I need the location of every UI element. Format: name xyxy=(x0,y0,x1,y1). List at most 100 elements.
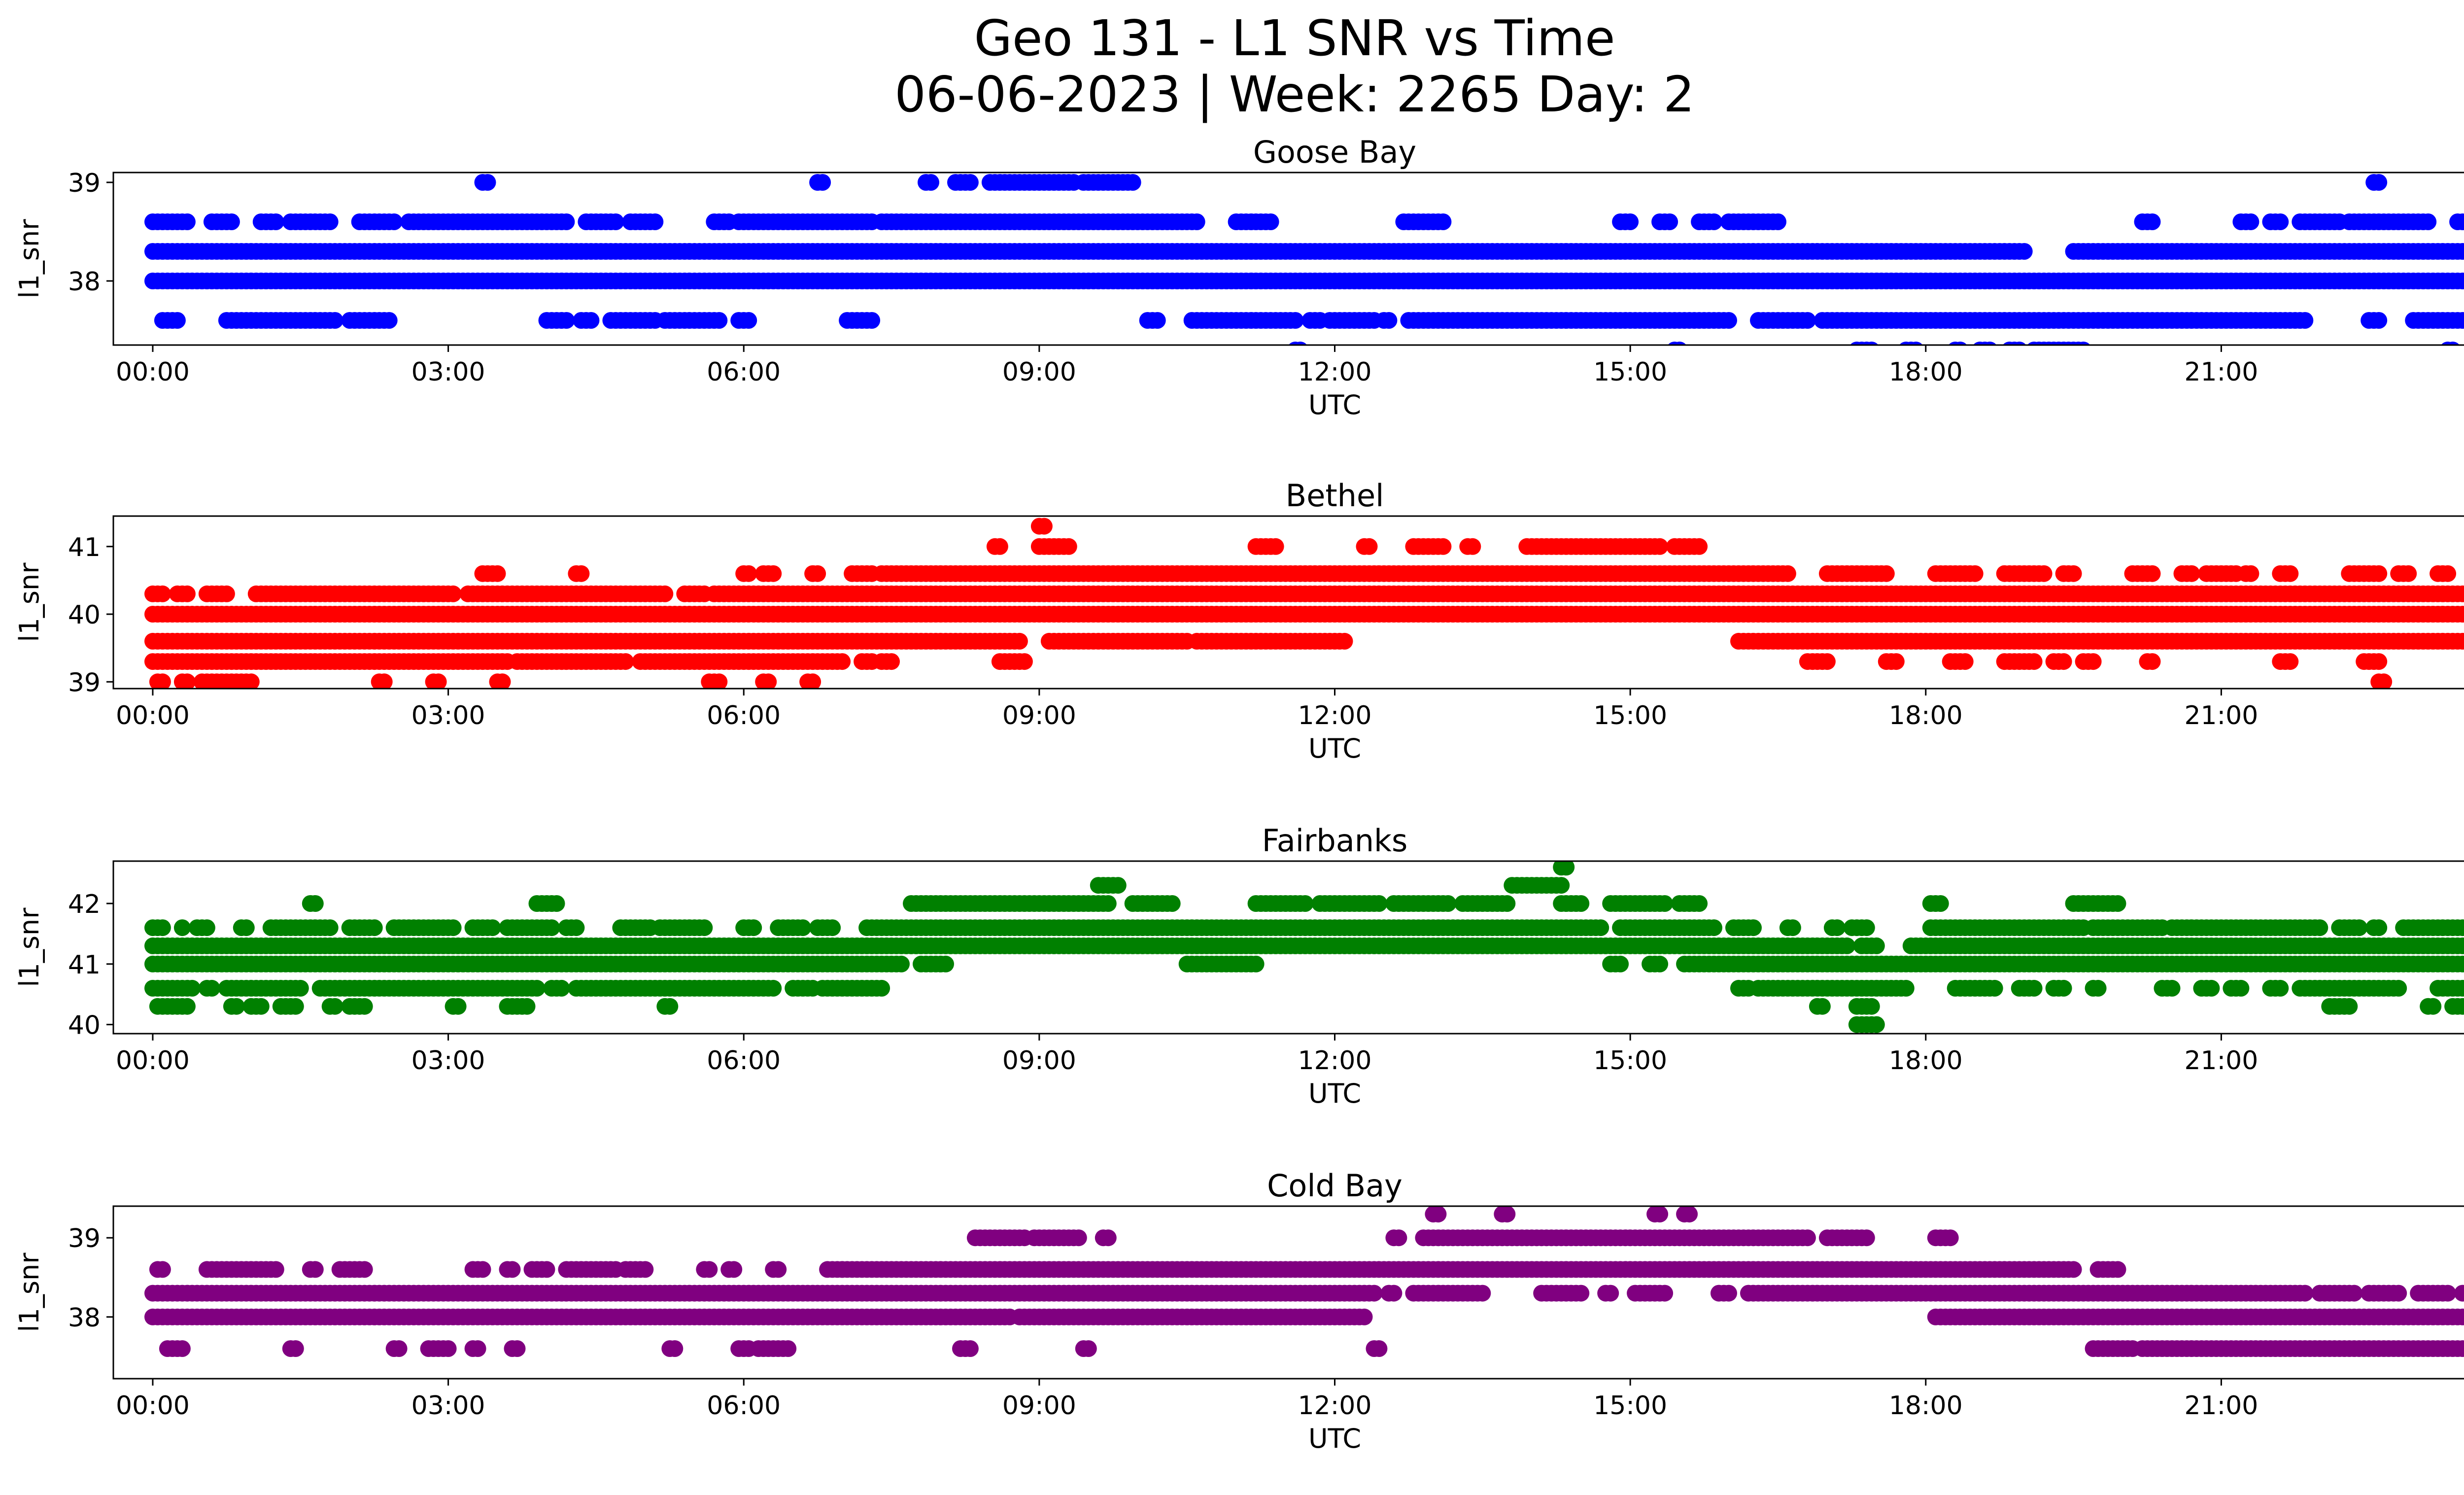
data-point xyxy=(553,979,570,997)
data-point xyxy=(1035,518,1053,535)
data-point xyxy=(2459,938,2464,954)
data-point xyxy=(2459,586,2464,602)
data-point xyxy=(1016,653,1033,670)
panel-title: Bethel xyxy=(1286,478,1384,514)
data-point xyxy=(607,213,624,230)
data-point xyxy=(223,213,240,230)
data-point xyxy=(834,653,851,670)
data-point xyxy=(2370,653,2388,670)
data-point xyxy=(2272,213,2289,230)
data-point xyxy=(804,673,821,689)
data-point xyxy=(2459,243,2464,259)
data-point xyxy=(2459,606,2464,622)
data-point xyxy=(2296,312,2314,329)
data-point xyxy=(740,565,757,582)
data-point xyxy=(1953,342,1967,345)
data-point xyxy=(203,979,220,997)
data-point xyxy=(1267,538,1284,555)
data-point xyxy=(2459,633,2464,649)
data-point xyxy=(1966,565,1984,582)
x-axis-label: UTC xyxy=(1308,389,1361,420)
data-point xyxy=(1661,213,1678,230)
data-point xyxy=(2400,565,2417,582)
data-point xyxy=(1868,937,1885,954)
data-point xyxy=(2459,956,2464,972)
y-tick-label: 39 xyxy=(68,668,101,697)
snr-level-series xyxy=(474,565,2457,582)
data-point xyxy=(2311,919,2328,937)
data-point xyxy=(178,585,196,602)
snr-level-series xyxy=(144,919,2464,937)
data-point xyxy=(2459,214,2464,230)
panel-title: Goose Bay xyxy=(1253,134,1416,170)
snr-level-series xyxy=(144,937,2464,954)
data-point xyxy=(2370,312,2388,329)
data-point xyxy=(380,312,398,329)
x-axis-label: UTC xyxy=(1308,733,1361,764)
data-point xyxy=(154,585,171,602)
snr-level-series xyxy=(986,538,1708,555)
data-point xyxy=(1435,213,1452,230)
data-point xyxy=(2446,342,2460,345)
data-point xyxy=(2076,342,2090,345)
data-point xyxy=(617,653,634,670)
x-tick-label: 18:00 xyxy=(1889,701,1963,730)
data-point xyxy=(991,538,1008,555)
data-point xyxy=(198,919,215,937)
data-point xyxy=(1622,213,1639,230)
snr-level-series xyxy=(144,979,2464,997)
data-point xyxy=(1887,653,1905,670)
data-point xyxy=(2232,979,2250,997)
data-point xyxy=(2370,919,2388,937)
data-point xyxy=(445,585,462,602)
data-point xyxy=(2085,653,2102,670)
data-point xyxy=(154,919,171,937)
snr-level-series xyxy=(144,585,2464,602)
data-point xyxy=(178,213,196,230)
data-point xyxy=(656,585,674,602)
y-axis-label: l1_snr xyxy=(14,219,45,299)
data-point xyxy=(558,312,575,329)
y-tick-label: 41 xyxy=(68,533,101,562)
data-point xyxy=(267,213,284,230)
y-tick-label: 39 xyxy=(68,169,101,198)
snr-level-series xyxy=(149,673,2393,689)
data-points xyxy=(144,174,2464,345)
data-point xyxy=(218,585,235,602)
data-point xyxy=(2144,565,2161,582)
data-point xyxy=(321,213,339,230)
snr-level-series xyxy=(154,312,2464,329)
x-tick-label: 15:00 xyxy=(1593,357,1667,387)
data-point xyxy=(2203,979,2220,997)
data-point xyxy=(2282,653,2299,670)
data-point xyxy=(824,919,841,937)
x-tick-label: 18:00 xyxy=(1889,357,1963,387)
data-point xyxy=(2025,979,2043,997)
x-tick-label: 03:00 xyxy=(411,701,485,730)
data-point xyxy=(794,919,812,937)
x-tick-label: 03:00 xyxy=(411,357,485,387)
figure-title-line-2: 06-06-2023 | Week: 2265 Day: 2 xyxy=(894,66,1694,123)
data-point xyxy=(1011,632,1028,650)
data-point xyxy=(1247,955,1265,973)
y-tick-label: 40 xyxy=(68,600,101,630)
snr-level-series xyxy=(144,273,2464,289)
data-point xyxy=(883,653,900,670)
x-tick-label: 09:00 xyxy=(1002,701,1076,730)
data-point xyxy=(1435,538,1452,555)
data-points xyxy=(144,861,2464,1033)
data-point xyxy=(2025,653,2043,670)
snr-level-series xyxy=(1288,342,2460,345)
data-point xyxy=(745,919,762,937)
data-point xyxy=(765,979,782,997)
data-point xyxy=(2370,565,2388,582)
x-tick-label: 09:00 xyxy=(1002,357,1076,387)
data-point xyxy=(154,673,171,689)
data-point xyxy=(1380,312,1398,329)
data-point xyxy=(2144,653,2161,670)
panel-title: Fairbanks xyxy=(1262,823,1408,859)
data-point xyxy=(558,213,575,230)
data-point xyxy=(740,312,757,329)
